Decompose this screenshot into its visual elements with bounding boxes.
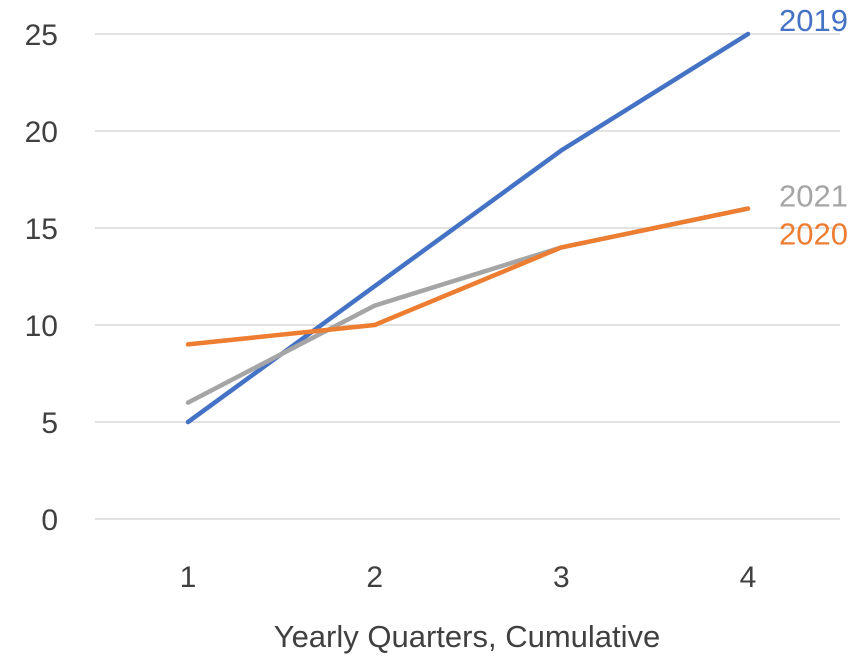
series-line-2021 [185,206,751,405]
gridlines [95,33,840,520]
x-tick-label: 3 [553,561,570,594]
y-tick-label: 25 [25,19,58,52]
y-tick-label: 0 [41,504,58,537]
x-axis-ticks: 1 2 3 4 [180,561,757,594]
series-label-2021: 2021 [779,179,848,214]
x-tick-label: 1 [180,561,197,594]
y-tick-label: 10 [25,310,58,343]
series-lines [185,31,751,425]
series-label-2020: 2020 [779,217,848,252]
x-tick-label: 4 [740,561,757,594]
y-tick-label: 5 [41,407,58,440]
y-tick-label: 15 [25,213,58,246]
y-axis-ticks: 0 5 10 15 20 25 [25,19,58,537]
y-tick-label: 20 [25,116,58,149]
series-line-2020 [185,206,751,347]
x-axis-label: Yearly Quarters, Cumulative [274,619,661,654]
series-label-2019: 2019 [779,3,848,38]
x-tick-label: 2 [366,561,383,594]
